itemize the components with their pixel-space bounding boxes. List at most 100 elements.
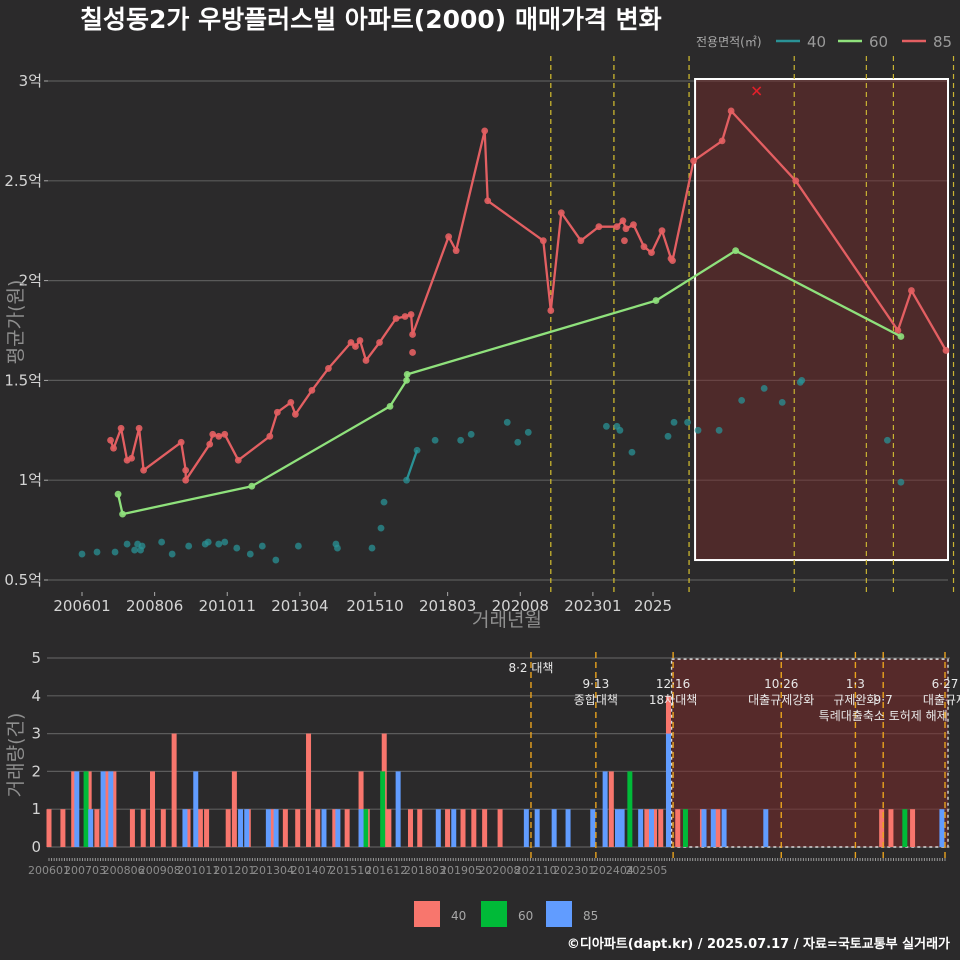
data-point-40 [111, 548, 119, 556]
volume-bar-40 [407, 809, 413, 847]
chart-title: 칠성동2가 우방플러스빌 아파트(2000) 매매가격 변화 [80, 5, 662, 34]
policy-label: 10·26 [764, 677, 798, 691]
volume-bar-40 [332, 809, 338, 847]
data-point-85 [658, 227, 666, 235]
volume-bar-40 [111, 771, 117, 847]
volume-bar-85 [265, 809, 271, 847]
data-point-85 [619, 217, 627, 225]
data-point-60 [403, 377, 410, 384]
data-point-40 [883, 436, 891, 444]
volume-bar-85 [939, 809, 945, 847]
data-point-85 [291, 410, 299, 418]
volume-bar-40 [185, 809, 191, 847]
data-point-85 [221, 430, 229, 438]
data-point-40 [413, 446, 421, 454]
data-point-40 [158, 538, 166, 546]
volume-bar-40 [386, 809, 392, 847]
data-point-40 [524, 428, 532, 436]
volume-bar-85 [763, 809, 769, 847]
volume-bar-40 [445, 809, 451, 847]
data-point-85 [409, 349, 416, 356]
data-point-40 [246, 550, 254, 558]
volume-bar-85 [182, 809, 188, 847]
volume-bar-40 [129, 809, 135, 847]
volume-x-tick-label: 201304 [252, 864, 294, 877]
data-point-40 [215, 540, 223, 548]
data-point-85 [409, 331, 416, 338]
volume-y-tick-label: 5 [31, 649, 41, 667]
volume-bar-85 [335, 809, 341, 847]
volume-bar-40 [71, 771, 77, 847]
y-tick-label: 1.5억 [4, 371, 42, 389]
data-point-40 [467, 430, 475, 438]
data-point-85 [182, 476, 190, 484]
volume-bar-85 [193, 771, 199, 847]
volume-legend-key-60 [481, 901, 507, 927]
policy-label: 대출규제강화 [748, 693, 814, 707]
policy-label: 8·2 대책 [508, 660, 553, 675]
data-point-40 [738, 396, 746, 404]
volume-x-tick-label: 200806 [103, 864, 145, 877]
data-point-85 [595, 223, 603, 231]
x-tick-label: 202008 [492, 597, 549, 615]
volume-bar-85 [358, 809, 364, 847]
data-point-40 [403, 476, 410, 484]
data-point-40 [233, 544, 241, 552]
volume-bar-60 [682, 809, 688, 847]
data-point-60 [652, 297, 660, 304]
y-tick-label: 0.5억 [4, 571, 42, 589]
data-point-85 [215, 432, 223, 440]
volume-legend-label-60: 60 [518, 909, 533, 923]
volume-bar-40 [888, 809, 894, 847]
data-point-40 [628, 448, 636, 456]
volume-axis-title: 거래량(건) [5, 713, 27, 798]
data-point-85 [206, 440, 214, 448]
legend-label-40: 40 [807, 33, 826, 51]
volume-bar-85 [710, 809, 716, 847]
data-point-85 [407, 311, 415, 318]
policy-label: 규제완화 [833, 693, 877, 707]
y-tick-label: 2억 [19, 272, 42, 290]
data-point-40 [93, 548, 101, 556]
data-point-40 [131, 546, 138, 554]
legend-label-60: 60 [869, 33, 888, 51]
volume-bar-40 [105, 771, 111, 847]
volume-bar-85 [74, 771, 80, 847]
data-point-40 [897, 478, 905, 486]
policy-label: 특례대출축소 토허제 해제 [819, 709, 948, 723]
volume-bar-85 [88, 809, 94, 847]
volume-y-tick-label: 1 [31, 800, 41, 818]
max-price-marker [752, 86, 762, 96]
data-point-40 [503, 418, 511, 426]
data-point-40 [457, 436, 465, 444]
data-point-85 [452, 247, 460, 255]
data-point-85 [539, 237, 547, 245]
legend-label-85: 85 [933, 33, 952, 51]
data-point-85 [445, 233, 453, 241]
data-point-40 [258, 542, 266, 550]
data-point-85 [613, 223, 621, 231]
data-point-85 [287, 398, 295, 406]
data-point-85 [401, 313, 409, 320]
volume-bar-40 [344, 809, 350, 847]
volume-bar-40 [306, 733, 312, 847]
volume-bar-60 [627, 771, 633, 847]
volume-x-tick-label: 202505 [625, 864, 667, 877]
volume-bar-40 [471, 809, 477, 847]
data-point-85 [622, 225, 630, 233]
data-point-40 [664, 432, 672, 440]
data-point-85 [481, 127, 489, 135]
volume-x-tick-label: 201510 [329, 864, 371, 877]
data-point-85 [325, 365, 332, 372]
volume-bar-85 [100, 771, 106, 847]
x-tick-label: 201803 [419, 597, 476, 615]
data-point-85 [135, 424, 143, 432]
volume-bar-85 [523, 809, 529, 847]
volume-bar-40 [417, 809, 423, 847]
volume-bar-40 [270, 809, 276, 847]
volume-bar-60 [83, 771, 89, 847]
data-point-40 [616, 426, 624, 434]
data-point-60 [403, 371, 411, 378]
x-tick-label: 201304 [271, 597, 328, 615]
